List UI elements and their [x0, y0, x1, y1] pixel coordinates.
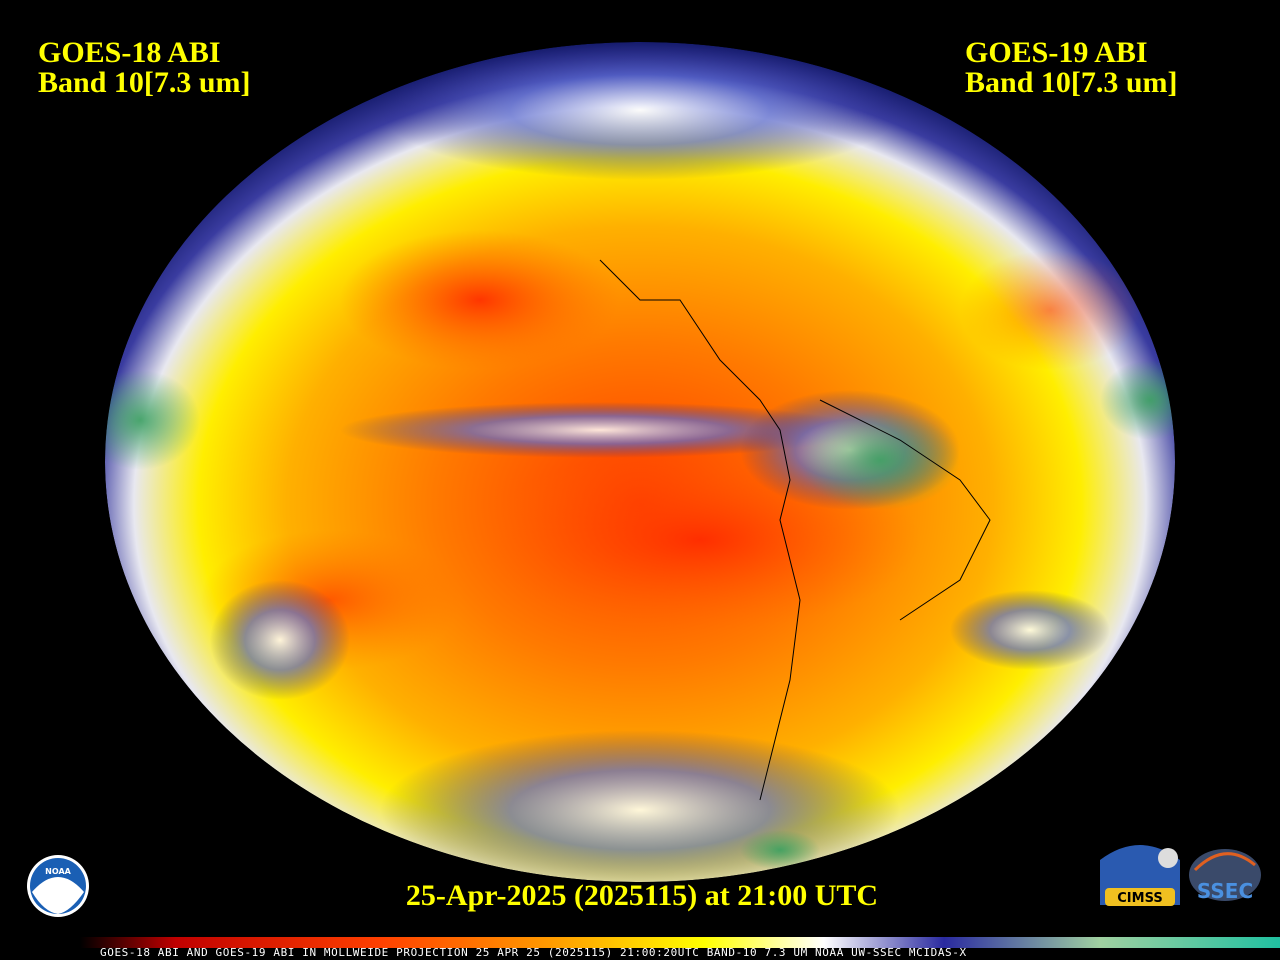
color-bar-caption: GOES-18 ABI AND GOES-19 ABI IN MOLLWEIDE…: [100, 946, 967, 959]
noaa-logo: NOAA: [27, 855, 89, 917]
left-label: Band 10[7.3 um]: [38, 66, 251, 99]
globe: [105, 42, 1175, 882]
right-label: GOES-19 ABI: [965, 36, 1148, 69]
logo-text: CIMSS: [1117, 891, 1162, 906]
logo-text: SSEC: [1197, 879, 1253, 903]
ssec-logo: SSEC: [1189, 849, 1261, 903]
logo-text: NOAA: [45, 867, 71, 876]
cimss-logo: CIMSS: [1100, 845, 1180, 906]
date-label: 25-Apr-2025 (2025115) at 21:00 UTC: [406, 879, 878, 912]
color-bar: [80, 937, 1280, 948]
left-label: GOES-18 ABI: [38, 36, 221, 69]
right-label: Band 10[7.3 um]: [965, 66, 1178, 99]
